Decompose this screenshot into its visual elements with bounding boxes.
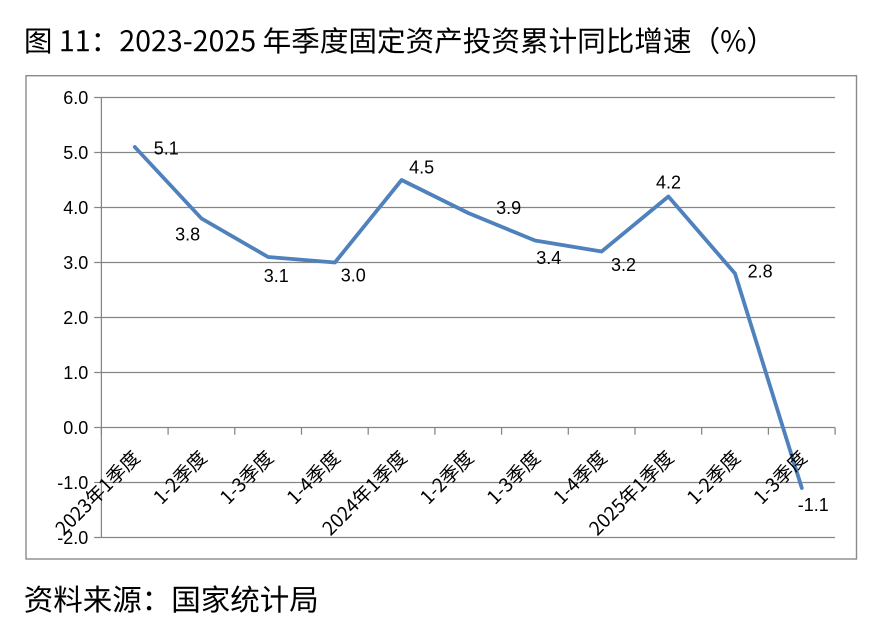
svg-text:4.2: 4.2 xyxy=(656,173,681,193)
svg-text:5.1: 5.1 xyxy=(154,138,179,158)
svg-text:6.0: 6.0 xyxy=(63,88,88,108)
svg-text:-1.1: -1.1 xyxy=(798,495,829,515)
svg-text:-2.0: -2.0 xyxy=(57,528,88,548)
svg-text:3.4: 3.4 xyxy=(536,248,561,268)
svg-text:3.2: 3.2 xyxy=(611,255,636,275)
svg-text:2.0: 2.0 xyxy=(63,308,88,328)
svg-text:2.8: 2.8 xyxy=(748,261,773,281)
svg-text:3.9: 3.9 xyxy=(496,198,521,218)
svg-text:3.0: 3.0 xyxy=(341,266,366,286)
svg-text:3.8: 3.8 xyxy=(175,225,200,245)
svg-text:0.0: 0.0 xyxy=(63,418,88,438)
svg-text:3.0: 3.0 xyxy=(63,253,88,273)
svg-text:-1.0: -1.0 xyxy=(57,473,88,493)
svg-text:4.0: 4.0 xyxy=(63,198,88,218)
svg-text:1.0: 1.0 xyxy=(63,363,88,383)
svg-text:3.1: 3.1 xyxy=(264,266,289,286)
svg-text:5.0: 5.0 xyxy=(63,143,88,163)
svg-text:4.5: 4.5 xyxy=(409,157,434,177)
